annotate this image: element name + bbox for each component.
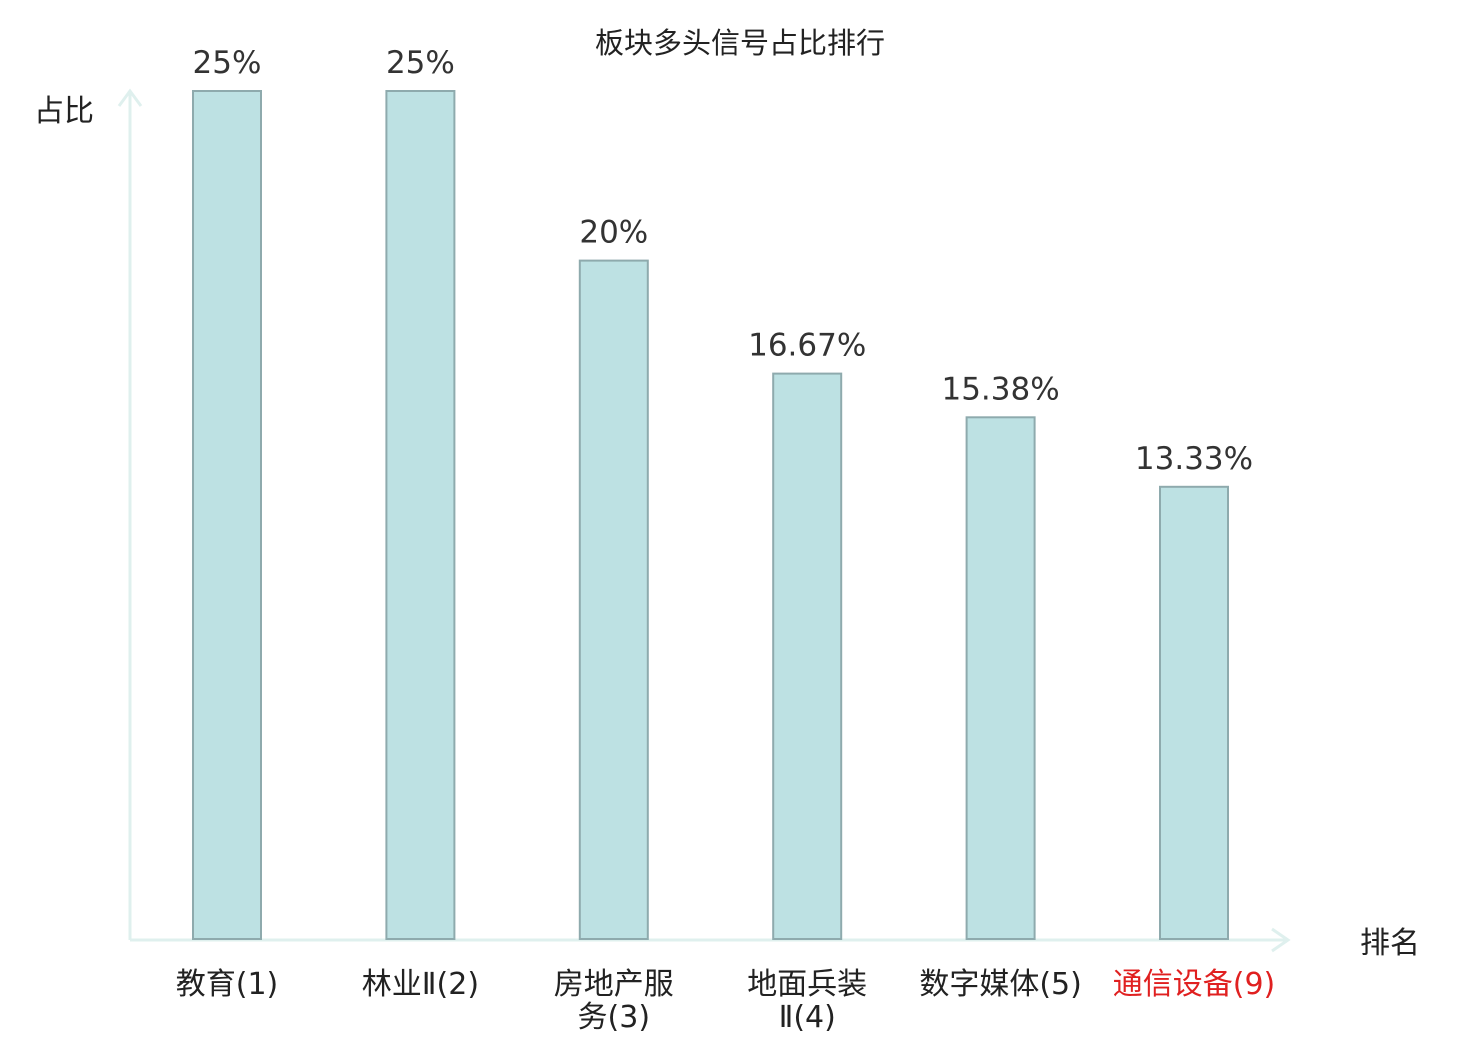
bar-4 xyxy=(772,372,843,941)
category-label-2: 林业Ⅱ(2) xyxy=(362,967,479,1002)
chart-title: 板块多头信号占比排行 xyxy=(595,26,885,60)
value-label-3: 20% xyxy=(579,215,648,251)
y-axis-label: 占比 xyxy=(34,94,94,129)
value-label-1: 25% xyxy=(193,45,262,81)
category-label-5: 数字媒体(5) xyxy=(919,967,1082,1002)
axes xyxy=(117,88,1291,953)
y-axis-arrow xyxy=(117,88,143,107)
value-labels-group: 25% 25% 20% 16.67% 15.38% 13.33% xyxy=(193,45,1254,477)
x-axis-label: 排名 xyxy=(1360,926,1420,961)
bars-group xyxy=(192,90,1229,941)
value-label-4: 16.67% xyxy=(748,328,866,364)
x-axis-arrow xyxy=(1271,927,1291,953)
category-label-6: 通信设备(9) xyxy=(1113,967,1276,1002)
value-label-2: 25% xyxy=(386,45,455,81)
value-label-5: 15.38% xyxy=(941,371,1059,407)
category-label-4: 地面兵装 Ⅱ(4) xyxy=(747,967,867,1035)
bar-3 xyxy=(578,259,649,941)
value-label-6: 13.33% xyxy=(1135,441,1253,477)
category-label-1: 教育(1) xyxy=(176,967,279,1002)
bar-1 xyxy=(192,90,262,940)
bar-2 xyxy=(385,90,456,940)
bar-6 xyxy=(1159,485,1229,940)
bar-5 xyxy=(965,416,1036,940)
category-labels-group: 教育(1) 林业Ⅱ(2) 房地产服务(3) 地面兵装 Ⅱ(4) 数字媒体(5) 通信设备(9… xyxy=(176,967,1276,1035)
category-label-3: 房地产服务(3) xyxy=(554,967,674,1035)
